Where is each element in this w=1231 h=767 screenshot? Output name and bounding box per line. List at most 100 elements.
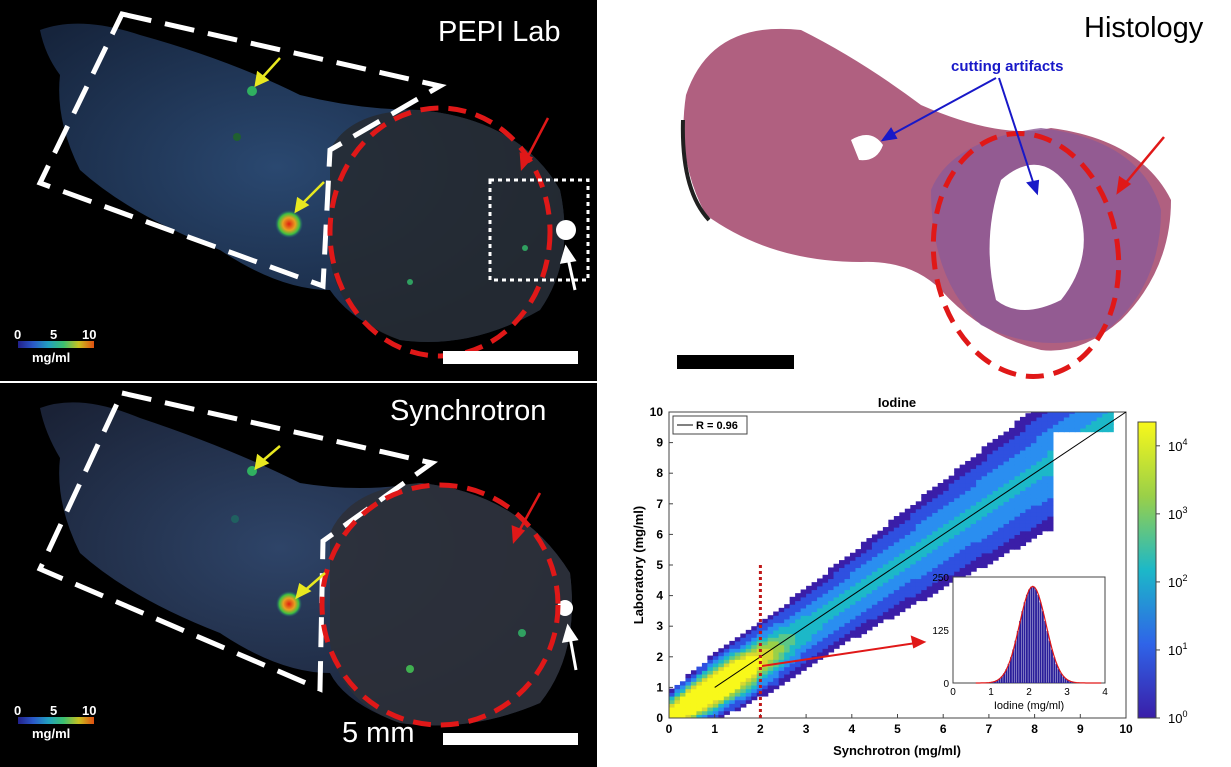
heatmap-cell bbox=[822, 629, 829, 635]
heatmap-cell bbox=[882, 560, 889, 565]
heatmap-cell bbox=[674, 706, 681, 712]
heatmap-cell bbox=[795, 604, 802, 609]
heatmap-cell bbox=[849, 574, 857, 580]
heatmap-cell bbox=[828, 593, 835, 598]
heatmap-cell bbox=[784, 670, 791, 675]
heatmap-cell bbox=[1030, 464, 1038, 469]
heatmap-cell bbox=[718, 688, 725, 693]
heatmap-cell bbox=[959, 534, 966, 539]
histogram-bar bbox=[1041, 611, 1044, 683]
heatmap-cell bbox=[1107, 424, 1114, 429]
heatmap-cell bbox=[987, 541, 994, 547]
heatmap-cell bbox=[762, 681, 769, 686]
heatmap-cell bbox=[888, 589, 895, 594]
heatmap-cell bbox=[1041, 446, 1048, 451]
heatmap-cell bbox=[987, 556, 994, 561]
heatmap-cell bbox=[751, 673, 758, 679]
heatmap-cell bbox=[1085, 416, 1092, 422]
heatmap-cell bbox=[723, 692, 730, 697]
heatmap-cell bbox=[948, 578, 955, 583]
heatmap-cell bbox=[723, 706, 730, 712]
heatmap-cell bbox=[844, 582, 851, 587]
heatmap-cell bbox=[904, 508, 911, 513]
heatmap-cell bbox=[762, 640, 769, 646]
heatmap-cell bbox=[685, 688, 692, 693]
heatmap-cell bbox=[1003, 516, 1010, 521]
heatmap-cell bbox=[965, 486, 972, 491]
histogram-bar bbox=[1003, 673, 1006, 683]
heatmap-cell bbox=[932, 494, 939, 499]
heatmap-cell bbox=[937, 541, 944, 547]
heatmap-cell bbox=[943, 482, 950, 488]
heatmap-cell bbox=[1019, 438, 1027, 444]
heatmap-cell bbox=[987, 549, 994, 554]
heatmap-cell bbox=[806, 596, 813, 602]
heatmap-cell bbox=[685, 703, 692, 708]
heatmap-cell bbox=[1030, 501, 1038, 506]
heatmap-cell bbox=[1014, 442, 1021, 447]
heatmap-cell bbox=[926, 549, 933, 554]
heatmap-cell bbox=[899, 571, 906, 576]
heatmap-cell bbox=[751, 648, 758, 653]
heatmap-cell bbox=[795, 618, 802, 624]
heatmap-cell bbox=[992, 464, 999, 469]
heatmap-cell bbox=[712, 662, 719, 668]
heatmap-cell bbox=[811, 622, 818, 627]
heatmap-cell bbox=[899, 519, 906, 524]
heatmap-cell bbox=[1041, 482, 1048, 488]
heatmap-cell bbox=[915, 516, 922, 521]
histogram-bar bbox=[1010, 657, 1012, 683]
heatmap-cell bbox=[866, 622, 873, 627]
heatmap-cell bbox=[860, 549, 868, 554]
heatmap-cell bbox=[723, 699, 730, 704]
heatmap-cell bbox=[893, 571, 900, 576]
heatmap-cell bbox=[976, 471, 983, 477]
heatmap-cell bbox=[899, 556, 906, 561]
heatmap-cell bbox=[767, 659, 774, 664]
heatmap-cell bbox=[877, 538, 884, 543]
heatmap-cell bbox=[915, 578, 922, 583]
heatmap-cell bbox=[1025, 523, 1032, 528]
heatmap-cell bbox=[998, 435, 1005, 440]
heatmap-cell bbox=[981, 453, 988, 458]
heatmap-cell bbox=[948, 508, 955, 513]
heatmap-cell bbox=[948, 512, 955, 517]
heatmap-cell bbox=[817, 611, 824, 616]
heatmap-cell bbox=[877, 593, 884, 598]
heatmap-cell bbox=[811, 615, 818, 620]
heatmap-cell bbox=[932, 549, 939, 554]
heatmap-cell bbox=[965, 501, 972, 506]
heatmap-cell bbox=[844, 626, 851, 631]
histogram-bar bbox=[1005, 669, 1008, 683]
heatmap-cell bbox=[707, 677, 714, 682]
heatmap-cell bbox=[745, 681, 752, 686]
heatmap-cell bbox=[998, 453, 1005, 458]
heatmap-cell bbox=[910, 523, 917, 528]
heatmap-cell bbox=[723, 662, 730, 668]
heatmap-cell bbox=[948, 486, 955, 491]
heatmap-cell bbox=[740, 684, 747, 690]
heatmap-cell bbox=[948, 560, 955, 565]
heatmap-cell bbox=[844, 622, 851, 627]
heatmap-cell bbox=[1041, 413, 1048, 418]
heatmap-cell bbox=[740, 703, 747, 708]
heatmap-cell bbox=[855, 626, 862, 631]
heatmap-cell bbox=[718, 666, 725, 671]
heatmap-cell bbox=[1036, 512, 1043, 517]
heatmap-cell bbox=[992, 446, 999, 451]
heatmap-cell bbox=[718, 710, 725, 715]
heatmap-cell bbox=[795, 670, 802, 675]
heatmap-cell bbox=[773, 681, 780, 686]
heatmap-cell bbox=[893, 589, 900, 594]
heatmap-cell bbox=[888, 578, 895, 583]
heatmap-cell bbox=[1009, 508, 1016, 513]
heatmap-cell bbox=[806, 655, 813, 660]
heatmap-cell bbox=[1091, 420, 1098, 425]
heatmap-cell bbox=[685, 699, 692, 704]
heatmap-cell bbox=[998, 512, 1005, 517]
heatmap-cell bbox=[1014, 435, 1021, 440]
heatmap-cell bbox=[778, 673, 785, 679]
heatmap-cell bbox=[1036, 516, 1043, 521]
heatmap-cell bbox=[806, 615, 813, 620]
heatmap-cell bbox=[1030, 424, 1038, 429]
